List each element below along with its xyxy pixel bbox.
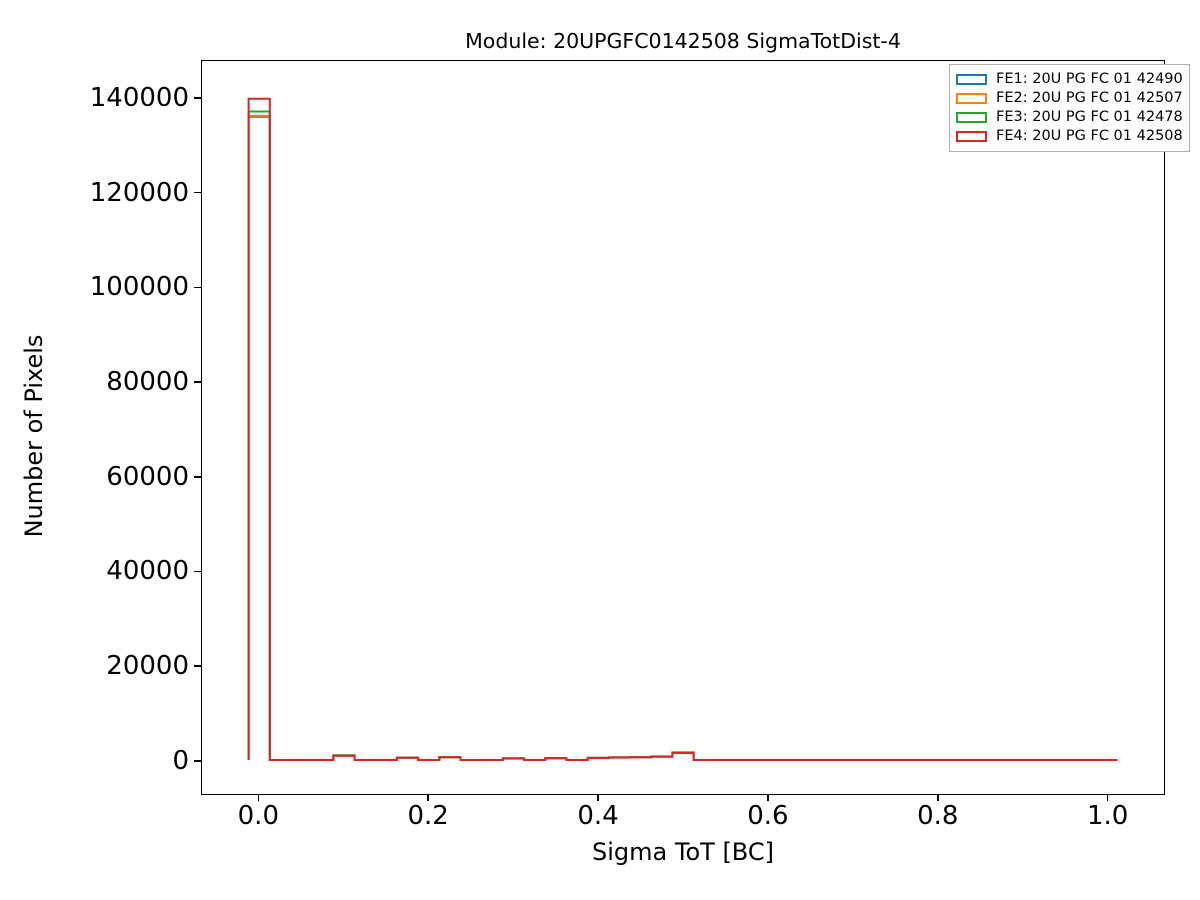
page-title: Module: 20UPGFC0142508 SigmaTotDist-4 [465,29,901,53]
y-tick-label: 60000 [106,461,189,492]
y-tick-label: 100000 [89,272,189,303]
y-tick-label: 20000 [106,651,189,682]
legend-label: FE2: 20U PG FC 01 42507 [996,90,1183,106]
x-axis-label: Sigma ToT [BC] [592,838,774,866]
y-tick-label: 120000 [89,177,189,208]
histogram-series-2 [249,116,1118,760]
x-tick-mark [767,794,769,801]
y-tick-label: 0 [172,745,189,776]
y-tick-mark [194,665,201,667]
x-tick-label: 1.0 [1086,801,1129,831]
x-tick-label: 0.8 [917,801,959,831]
histogram-curves [202,61,1164,794]
legend-label: FE1: 20U PG FC 01 42490 [996,71,1183,87]
x-tick-mark [1106,794,1109,801]
legend-label: FE4: 20U PG FC 01 42508 [996,128,1183,144]
y-tick-mark [194,191,201,194]
y-tick-label: 140000 [89,82,189,113]
x-tick-label: 0.4 [577,801,619,831]
x-tick-label: 0.6 [747,801,789,831]
x-tick-mark [257,794,260,801]
y-tick-mark [194,760,201,762]
legend-item: FE3: 20U PG FC 01 42478 [956,108,1183,127]
legend-item: FE2: 20U PG FC 01 42507 [956,89,1183,108]
histogram-series-3 [249,112,1118,760]
histogram-series-1 [249,117,1118,760]
legend-swatch-icon [956,131,987,142]
y-tick-mark [194,381,201,383]
x-tick-label: 0.2 [407,801,449,831]
y-tick-mark [194,97,201,99]
x-tick-mark [597,794,599,801]
x-tick-mark [427,794,429,801]
y-tick-label: 80000 [106,367,189,398]
legend-swatch-icon [956,93,987,104]
y-tick-mark [194,570,201,573]
y-axis-label: Number of Pixels [20,334,48,538]
y-axis-tick-labels: 0 20000 40000 60000 80000 100000 120000 140000 [0,0,189,900]
legend-label: FE3: 20U PG FC 01 42478 [996,109,1183,125]
legend-item: FE4: 20U PG FC 01 42508 [956,127,1183,146]
histogram-series-4 [249,99,1118,760]
legend: FE1: 20U PG FC 01 42490 FE2: 20U PG FC 01… [949,64,1190,152]
y-tick-mark [194,475,201,478]
legend-swatch-icon [956,74,987,85]
legend-item: FE1: 20U PG FC 01 42490 [956,70,1183,89]
legend-swatch-icon [956,112,987,123]
y-tick-mark [194,286,201,289]
x-tick-mark [937,794,939,801]
y-tick-label: 40000 [106,556,189,587]
plot-area [201,60,1165,795]
x-tick-label: 0.0 [237,801,279,831]
